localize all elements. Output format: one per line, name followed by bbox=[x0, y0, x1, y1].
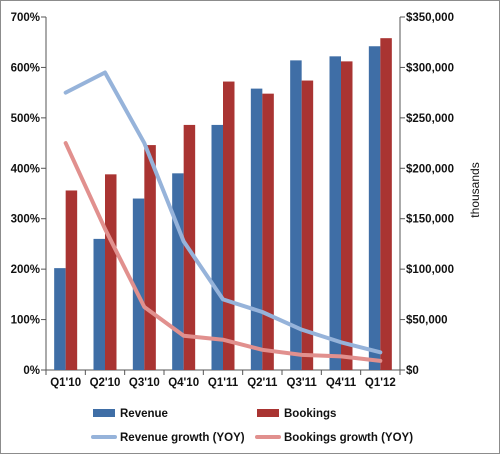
right-tick-label: $0 bbox=[406, 365, 419, 377]
revenue-bar bbox=[172, 173, 184, 370]
x-tick-label: Q2'10 bbox=[90, 377, 121, 389]
revenue-bar bbox=[93, 238, 105, 370]
right-axis-label: thousands bbox=[468, 162, 482, 217]
bookings-bar bbox=[65, 190, 78, 370]
bookings-bar bbox=[105, 174, 117, 370]
left-tick-label: 100% bbox=[11, 315, 40, 327]
revenue-growth-line bbox=[63, 70, 383, 355]
left-tick-label: 600% bbox=[11, 62, 40, 74]
bookings-bar bbox=[144, 145, 156, 370]
lines bbox=[63, 70, 383, 363]
tick-labels: 0% 100% 200% 300% 400% 500% 600% 700% $0 $50,000 $… bbox=[11, 12, 454, 389]
legend-revenue-label: Revenue bbox=[120, 408, 168, 420]
x-tick-label: Q4'10 bbox=[168, 377, 199, 389]
revenue-bar bbox=[54, 268, 66, 370]
left-tick-label: 300% bbox=[11, 214, 40, 226]
legend-revenue-growth-label: Revenue growth (YOY) bbox=[120, 432, 245, 444]
revenue-bar bbox=[250, 88, 263, 370]
revenue-bar bbox=[368, 46, 381, 371]
bookings-growth-line bbox=[63, 141, 383, 363]
bookings-bar bbox=[380, 38, 392, 371]
bookings-bar bbox=[341, 61, 353, 371]
left-tick-label: 400% bbox=[11, 163, 40, 175]
x-tick-label: Q3'10 bbox=[129, 377, 160, 389]
bookings-bar bbox=[262, 93, 274, 370]
legend-revenue-swatch bbox=[93, 409, 115, 417]
bookings-bar bbox=[301, 80, 314, 370]
x-tick-label: Q2'11 bbox=[247, 377, 278, 389]
left-tick-label: 500% bbox=[11, 113, 40, 125]
legend: Revenue Bookings Revenue growth (YOY) Booki… bbox=[91, 408, 413, 444]
x-tick-label: Q1'11 bbox=[208, 377, 239, 389]
revenue-bar bbox=[290, 60, 302, 371]
legend-bookings-label: Bookings bbox=[284, 408, 336, 420]
x-tick-label: Q1'10 bbox=[50, 377, 81, 389]
bars bbox=[54, 38, 392, 371]
legend-bookings-growth-label: Bookings growth (YOY) bbox=[284, 432, 413, 444]
right-tick-label: $50,000 bbox=[406, 315, 448, 327]
right-tick-label: $250,000 bbox=[406, 113, 454, 125]
right-tick-label: $100,000 bbox=[406, 264, 454, 276]
left-tick-label: 200% bbox=[11, 264, 40, 276]
revenue-bar bbox=[329, 56, 341, 370]
right-tick-label: $300,000 bbox=[406, 62, 454, 74]
right-tick-label: $200,000 bbox=[406, 163, 454, 175]
x-tick-label: Q4'11 bbox=[326, 377, 357, 389]
left-tick-label: 0% bbox=[23, 365, 40, 377]
left-tick-label: 700% bbox=[11, 12, 40, 24]
bookings-bar bbox=[223, 81, 235, 370]
revenue-bar bbox=[211, 124, 223, 370]
right-tick-label: $350,000 bbox=[406, 12, 454, 24]
right-tick-label: $150,000 bbox=[406, 214, 454, 226]
x-tick-label: Q1'12 bbox=[365, 377, 396, 389]
legend-bookings-swatch bbox=[257, 409, 279, 417]
revenue-bar bbox=[132, 198, 145, 370]
x-tick-label: Q3'11 bbox=[287, 377, 318, 389]
